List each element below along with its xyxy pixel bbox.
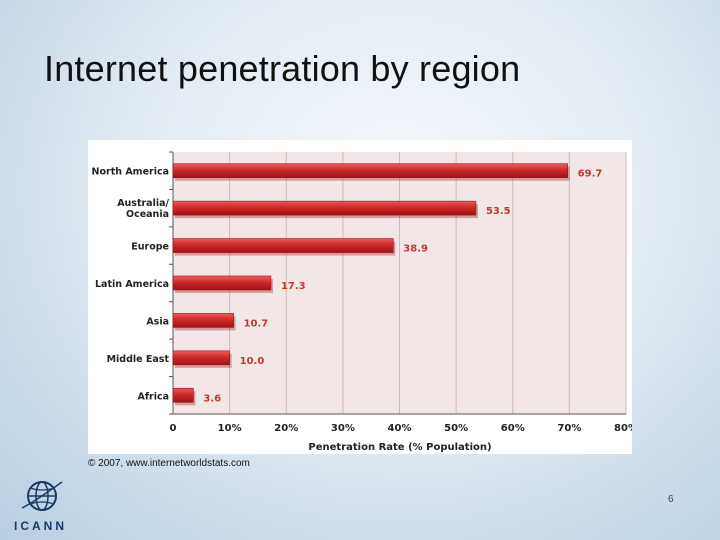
x-tick-label: 10% (218, 423, 242, 434)
bars (172, 163, 570, 406)
category-label: Asia (146, 316, 169, 327)
x-tick-label: 80% (614, 423, 632, 434)
x-tick-label: 70% (557, 423, 581, 434)
x-tick-label: 50% (444, 423, 468, 434)
penetration-bar-chart: 0 10% 20% 30% 40% 50% 60% 70% 80% 69.7 North Ameri… (92, 151, 638, 453)
x-tick-label: 40% (388, 423, 412, 434)
bar-value-label: 10.0 (240, 356, 265, 367)
icann-logo-text: ICANN (14, 519, 67, 533)
category-label: North America (92, 167, 169, 178)
bar (172, 275, 272, 291)
bar-value-label: 10.7 (244, 318, 269, 329)
x-tick-label: 30% (331, 423, 355, 434)
category-label: Latin America (95, 279, 169, 290)
bar-value-label: 69.7 (578, 169, 603, 180)
bar (172, 350, 230, 366)
bar-value-label: 17.3 (281, 281, 306, 292)
bar-value-label: 38.9 (403, 244, 428, 255)
slide-title: Internet penetration by region (44, 48, 521, 89)
labels: 0 10% 20% 30% 40% 50% 60% 70% 80% 69.7 North Ameri… (92, 167, 638, 434)
grid-lines (229, 152, 627, 414)
source-credit: © 2007, www.internetworldstats.com (88, 458, 250, 469)
bar (172, 200, 477, 216)
icann-globe-icon (21, 481, 63, 511)
bar (172, 313, 234, 328)
x-tick-label: 60% (501, 423, 525, 434)
page-number: 6 (668, 494, 674, 505)
x-tick-label: 20% (274, 423, 298, 434)
chart-frame: 0 10% 20% 30% 40% 50% 60% 70% 80% 69.7 North Ameri… (88, 140, 638, 454)
bar-value-label: 3.6 (203, 393, 221, 404)
x-axis-label: Penetration Rate (% Population) (308, 442, 491, 453)
bar (172, 387, 194, 403)
bar (172, 238, 394, 253)
bar-value-label: 53.5 (486, 206, 511, 217)
category-label: Australia/Oceania (117, 198, 169, 220)
category-label: Africa (138, 391, 169, 402)
category-label: Europe (131, 242, 169, 253)
bar (172, 163, 568, 179)
category-label: Middle East (107, 354, 170, 365)
x-tick-label: 0 (170, 423, 177, 434)
